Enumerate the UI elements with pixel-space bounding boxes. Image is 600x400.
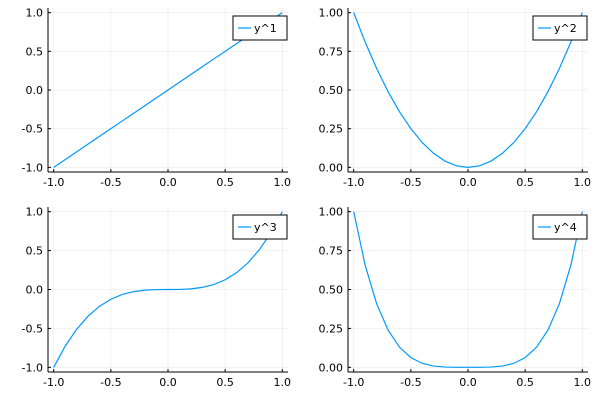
y2-ytick-label-2: 0.50 xyxy=(319,84,344,97)
y3-legend-box xyxy=(232,214,288,240)
y3-ytick-label-0: -1.0 xyxy=(22,361,43,374)
y3-xtick-label-4: 1.0 xyxy=(274,376,292,389)
y1-xtick-label-1: -0.5 xyxy=(100,176,121,189)
y3-series-line-0 xyxy=(53,211,283,368)
y1-legend-label: y^1 xyxy=(254,22,277,35)
plot-y4: -1.0 -0.5 0.0 0.5 1.0 0.00 0.25 0.50 0.75 1.00 y^4 xyxy=(319,206,592,389)
y4-series-line-0 xyxy=(353,211,583,368)
y3-xtick-label-0: -1.0 xyxy=(43,376,64,389)
y1-xtick-label-3: 0.5 xyxy=(216,176,234,189)
y3-legend-label: y^3 xyxy=(254,221,277,234)
y4-xtick-label-3: 0.5 xyxy=(516,376,534,389)
y3-ytick-label-2: 0.0 xyxy=(26,284,44,297)
plot-y3: -1.0 -0.5 0.0 0.5 1.0 -1.0 -0.5 0.0 0.5 1.0 y^3 xyxy=(22,206,292,389)
y2-xtick-label-1: -0.5 xyxy=(400,176,421,189)
plot-y1: -1.0 -0.5 0.0 0.5 1.0 -1.0 -0.5 0.0 0.5 1.0 y^1 xyxy=(22,7,292,189)
y1-ytick-label-3: 0.5 xyxy=(26,45,44,58)
y1-ytick-label-0: -1.0 xyxy=(22,161,43,174)
y1-ytick-label-2: 0.0 xyxy=(26,84,44,97)
y2-ytick-label-4: 1.00 xyxy=(319,7,344,20)
y2-xtick-label-0: -1.0 xyxy=(343,176,364,189)
y4-xtick-label-0: -1.0 xyxy=(343,376,364,389)
y3-xtick-label-3: 0.5 xyxy=(216,376,234,389)
y1-ytick-label-1: -0.5 xyxy=(22,123,43,136)
y2-xtick-label-3: 0.5 xyxy=(516,176,534,189)
y2-ytick-label-3: 0.75 xyxy=(319,45,344,58)
y2-ytick-label-1: 0.25 xyxy=(319,123,344,136)
plot-y2: -1.0 -0.5 0.0 0.5 1.0 0.00 0.25 0.50 0.75 1.00 y^2 xyxy=(319,7,592,189)
y4-ytick-label-3: 0.75 xyxy=(319,245,344,258)
y4-ytick-label-1: 0.25 xyxy=(319,322,344,335)
y3-ytick-label-4: 1.0 xyxy=(26,206,44,219)
y3-xtick-label-2: 0.0 xyxy=(159,376,177,389)
y1-xtick-label-4: 1.0 xyxy=(274,176,292,189)
y4-legend: y^4 xyxy=(532,214,588,240)
y4-ytick-label-4: 1.00 xyxy=(319,206,344,219)
y3-ytick-label-3: 0.5 xyxy=(26,245,44,258)
y3-ytick-label-1: -0.5 xyxy=(22,322,43,335)
y4-xtick-label-1: -0.5 xyxy=(400,376,421,389)
y2-xtick-label-4: 1.0 xyxy=(574,176,592,189)
y1-xtick-label-0: -1.0 xyxy=(43,176,64,189)
y4-ytick-label-2: 0.50 xyxy=(319,284,344,297)
y2-series-line-0 xyxy=(353,12,583,168)
y4-ytick-label-0: 0.00 xyxy=(319,361,344,374)
y1-ytick-label-4: 1.0 xyxy=(26,7,44,20)
y4-xtick-label-4: 1.0 xyxy=(574,376,592,389)
y1-legend: y^1 xyxy=(232,15,288,41)
y2-ytick-label-0: 0.00 xyxy=(319,161,344,174)
y2-legend-label: y^2 xyxy=(554,22,577,35)
y2-xtick-label-2: 0.0 xyxy=(459,176,477,189)
y2-legend: y^2 xyxy=(532,15,588,41)
y3-xtick-label-1: -0.5 xyxy=(100,376,121,389)
y4-legend-label: y^4 xyxy=(554,221,577,234)
y1-xtick-label-2: 0.0 xyxy=(159,176,177,189)
y3-legend: y^3 xyxy=(232,214,288,240)
y4-xtick-label-2: 0.0 xyxy=(459,376,477,389)
